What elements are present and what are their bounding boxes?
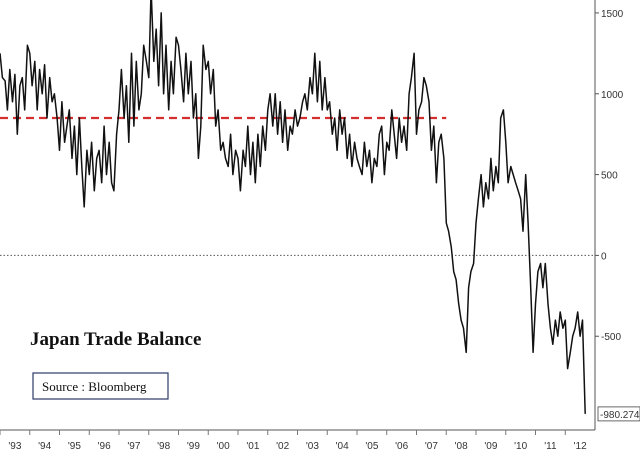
x-tick-label: '99: [187, 441, 200, 452]
plot-background: [0, 0, 595, 430]
x-tick-label: '94: [38, 441, 51, 452]
x-tick-label: '11: [544, 441, 557, 452]
y-tick-label: 0: [601, 251, 607, 262]
x-tick-label: '10: [514, 441, 527, 452]
x-tick-label: '98: [157, 441, 170, 452]
x-tick-label: '95: [68, 441, 81, 452]
x-tick-label: '03: [306, 441, 319, 452]
x-tick-label: '09: [484, 441, 497, 452]
x-tick-label: '06: [395, 441, 408, 452]
x-tick-label: '07: [425, 441, 438, 452]
x-tick-label: '05: [365, 441, 378, 452]
source-note: Source : Bloomberg: [42, 379, 147, 394]
reference-lines: [0, 116, 595, 256]
y-axis-ticks: 1500 1000 500 0 -500: [595, 9, 624, 343]
source-box: Source : Bloomberg: [32, 372, 169, 400]
trade-balance-series-line: [0, 0, 586, 414]
y-tick-label: 1500: [601, 9, 624, 20]
series-group: [0, 0, 586, 414]
x-tick-label: '04: [336, 441, 349, 452]
x-tick-label: '12: [574, 441, 587, 452]
y-tick-label: 500: [601, 171, 618, 182]
x-tick-label: '97: [127, 441, 140, 452]
y-tick-label: 1000: [601, 90, 624, 101]
y-tick-label: -500: [601, 332, 621, 343]
x-tick-label: '01: [246, 441, 259, 452]
x-tick-label: '96: [98, 441, 111, 452]
x-tick-label: '08: [455, 441, 468, 452]
last-value-label: -980.274: [600, 410, 640, 421]
chart-title: Japan Trade Balance: [30, 329, 201, 350]
x-axis-ticks: '93 '94 '95 '96 '97 '98 '99 '00 '01 '02 '03 '04 '05 '…: [0, 430, 587, 452]
last-value-background: [597, 406, 640, 422]
x-tick-label: '02: [276, 441, 289, 452]
x-tick-label: '93: [8, 441, 21, 452]
x-tick-label: '00: [217, 441, 230, 452]
last-value-badge: -980.274: [597, 406, 640, 422]
source-box-border: [32, 372, 169, 400]
